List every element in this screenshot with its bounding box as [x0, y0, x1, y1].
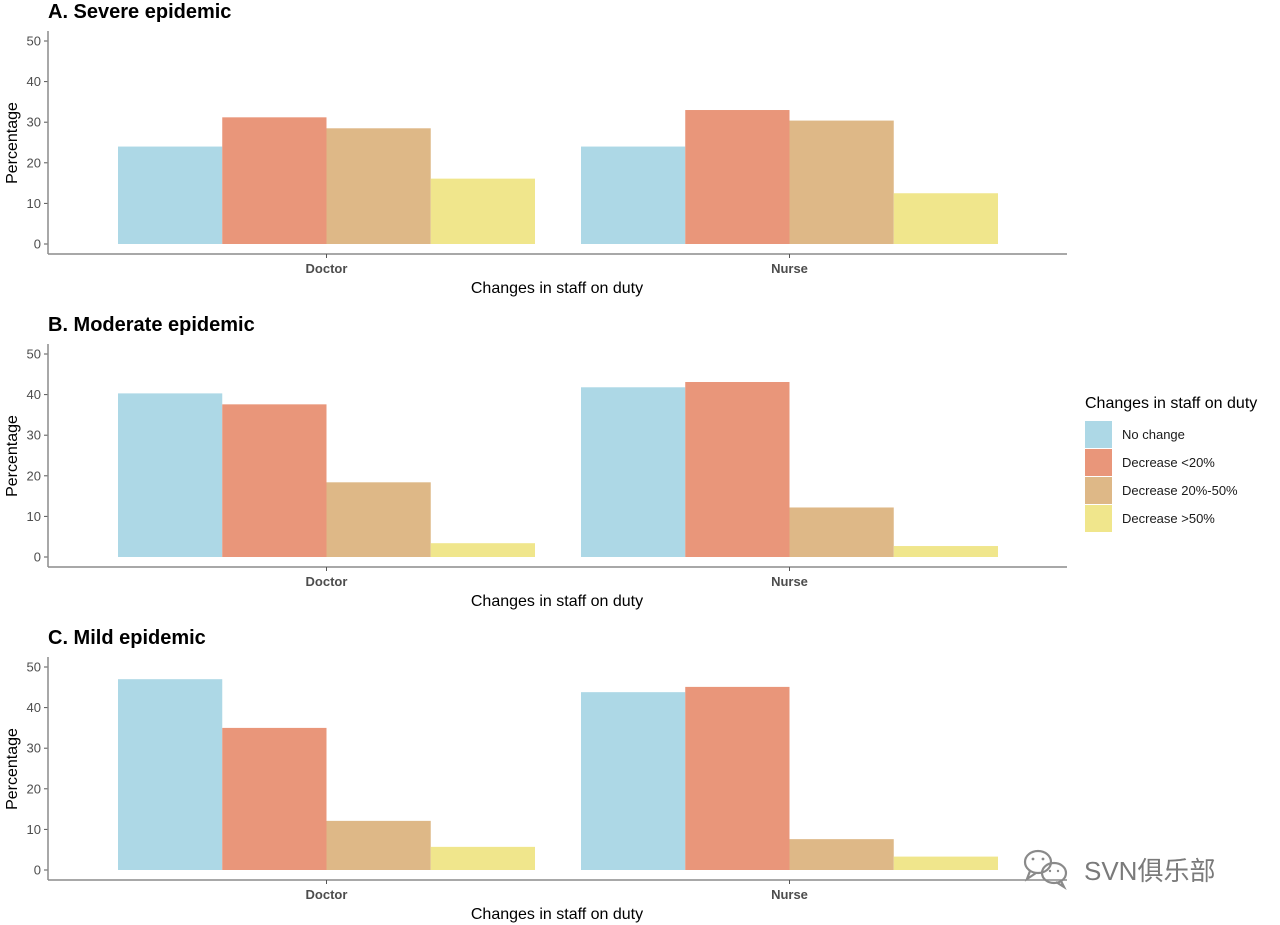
y-tick-label: 50 — [27, 660, 41, 675]
y-tick-label: 10 — [27, 822, 41, 837]
bar-doctor-series-1 — [118, 393, 223, 557]
y-tick-label: 0 — [34, 863, 41, 878]
y-tick-label: 50 — [27, 34, 41, 49]
panel-title: A. Severe epidemic — [48, 1, 231, 23]
bar-doctor-series-4 — [430, 846, 535, 870]
bar-doctor-series-2 — [222, 727, 327, 870]
legend-swatch — [1085, 449, 1112, 476]
legend-label: Decrease <20% — [1122, 455, 1215, 470]
y-tick-label: 20 — [27, 781, 41, 796]
legend-title: Changes in staff on duty — [1085, 395, 1257, 412]
chart-panel: A. Severe epidemic 0 10 20 30 40 50 Doctor Nurse… — [4, 1, 1067, 297]
bar-doctor-series-3 — [326, 482, 431, 557]
bar-doctor-series-4 — [430, 178, 535, 244]
bar-nurse-series-4 — [893, 546, 998, 557]
watermark: SVN俱乐部 — [1023, 849, 1215, 891]
watermark-text: SVN俱乐部 — [1084, 856, 1215, 886]
x-tick-label: Doctor — [306, 574, 348, 589]
bar-nurse-series-3 — [789, 120, 894, 244]
bar-nurse-series-3 — [789, 839, 894, 870]
bar-nurse-series-2 — [685, 686, 790, 870]
x-tick-label: Doctor — [306, 887, 348, 902]
legend-swatch — [1085, 477, 1112, 504]
bar-doctor-series-2 — [222, 117, 327, 244]
y-axis-title: Percentage — [4, 415, 21, 497]
bar-doctor-series-3 — [326, 820, 431, 870]
legend-label: Decrease >50% — [1122, 511, 1215, 526]
y-tick-label: 0 — [34, 237, 41, 252]
legend-label: Decrease 20%-50% — [1122, 483, 1238, 498]
bar-nurse-series-2 — [685, 382, 790, 557]
x-tick-label: Nurse — [771, 574, 808, 589]
y-axis-title: Percentage — [4, 102, 21, 184]
x-tick-label: Doctor — [306, 261, 348, 276]
y-tick-label: 10 — [27, 196, 41, 211]
chart-panel: C. Mild epidemic 0 10 20 30 40 50 Doctor Nurse Ch… — [4, 627, 1067, 923]
x-tick-label: Nurse — [771, 261, 808, 276]
y-tick-label: 40 — [27, 387, 41, 402]
bar-nurse-series-2 — [685, 110, 790, 245]
bar-nurse-series-1 — [581, 692, 686, 870]
bar-nurse-series-1 — [581, 146, 686, 244]
bar-doctor-series-1 — [118, 679, 223, 870]
legend-swatch — [1085, 421, 1112, 448]
x-axis-title: Changes in staff on duty — [471, 280, 643, 297]
legend-label: No change — [1122, 427, 1185, 442]
y-tick-label: 40 — [27, 74, 41, 89]
legend-items: No change Decrease <20% Decrease 20%-50% De… — [1085, 421, 1238, 532]
x-tick-label: Nurse — [771, 887, 808, 902]
bar-doctor-series-2 — [222, 404, 327, 557]
chart-panel: B. Moderate epidemic 0 10 20 30 40 50 Doctor Nur… — [4, 314, 1067, 610]
y-tick-label: 40 — [27, 700, 41, 715]
bar-nurse-series-1 — [581, 387, 686, 557]
bar-nurse-series-4 — [893, 856, 998, 870]
bar-doctor-series-3 — [326, 128, 431, 244]
bar-doctor-series-4 — [430, 543, 535, 557]
bar-doctor-series-1 — [118, 146, 223, 244]
y-tick-label: 30 — [27, 741, 41, 756]
panels: A. Severe epidemic 0 10 20 30 40 50 Doctor Nurse… — [4, 1, 1067, 923]
y-tick-label: 30 — [27, 115, 41, 130]
bar-nurse-series-3 — [789, 507, 894, 557]
y-tick-label: 20 — [27, 155, 41, 170]
legend: Changes in staff on duty No change Decrea… — [1085, 395, 1257, 532]
x-axis-title: Changes in staff on duty — [471, 906, 643, 923]
y-tick-label: 50 — [27, 347, 41, 362]
y-tick-label: 10 — [27, 509, 41, 524]
y-tick-label: 30 — [27, 428, 41, 443]
panel-title: C. Mild epidemic — [48, 627, 206, 649]
panel-title: B. Moderate epidemic — [48, 314, 255, 336]
y-tick-label: 0 — [34, 550, 41, 565]
legend-swatch — [1085, 505, 1112, 532]
y-axis-title: Percentage — [4, 728, 21, 810]
bar-nurse-series-4 — [893, 193, 998, 244]
y-tick-label: 20 — [27, 468, 41, 483]
wechat-icon — [1023, 849, 1068, 891]
x-axis-title: Changes in staff on duty — [471, 593, 643, 610]
